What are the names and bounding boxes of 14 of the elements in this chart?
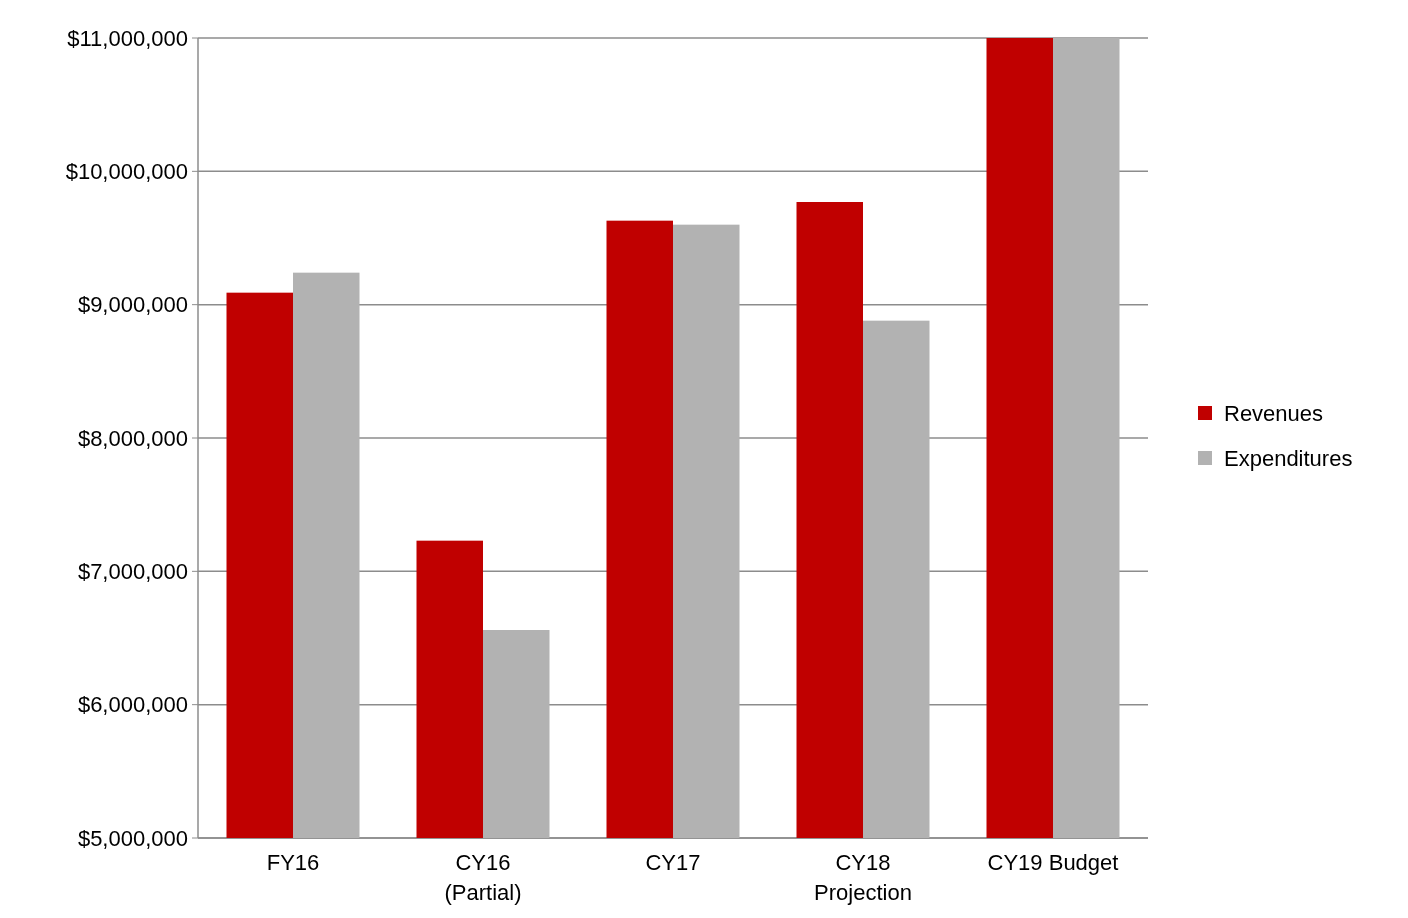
legend-label: Revenues: [1224, 400, 1324, 426]
legend-label: Expenditures: [1224, 445, 1353, 471]
y-tick-label: $9,000,000: [77, 292, 188, 318]
x-tick-label: CY18 Projection: [814, 850, 912, 905]
y-tick-label: $10,000,000: [65, 159, 188, 185]
y-tick-label: $8,000,000: [77, 425, 188, 451]
x-tick-label: CY16 (Partial): [444, 850, 522, 905]
y-tick-label: $7,000,000: [77, 559, 188, 585]
y-tick-label: $6,000,000: [77, 692, 188, 718]
x-tick-label: CY17: [645, 850, 701, 875]
y-tick-label: $11,000,000: [67, 25, 188, 51]
x-tick-label: FY16: [266, 850, 320, 875]
y-tick-label: $5,000,000: [77, 825, 188, 851]
x-tick-label: CY19 Budget: [987, 850, 1119, 875]
